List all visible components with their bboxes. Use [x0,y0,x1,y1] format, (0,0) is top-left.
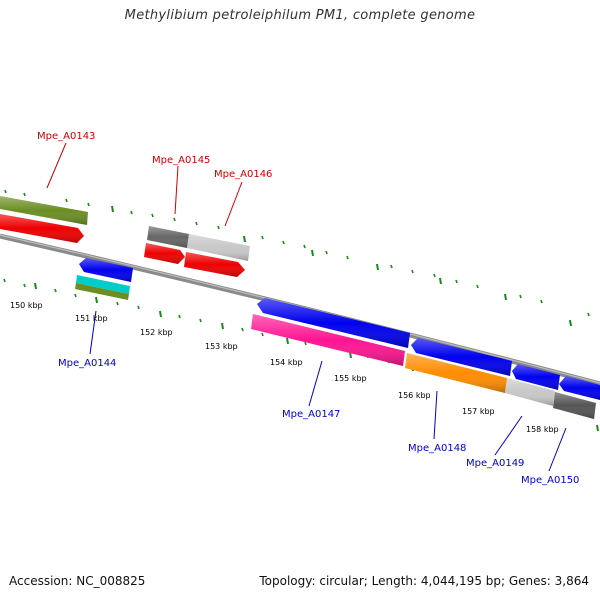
forward-features [0,196,250,277]
gene-feature[interactable] [76,275,130,294]
kbp-label: 156 kbp [398,391,431,400]
kbp-label: 153 kbp [205,342,238,351]
kbp-label: 151 kbp [75,314,108,323]
gene-labels: Mpe_A0143 Mpe_A0145 Mpe_A0146 Mpe_A0144 … [37,131,579,486]
gene-label-mpe-a0150[interactable]: Mpe_A0150 [521,475,579,486]
kbp-label: 154 kbp [270,358,303,367]
gene-label-mpe-a0148[interactable]: Mpe_A0148 [408,443,466,454]
kbp-label: 155 kbp [334,374,367,383]
gene-label-mpe-a0145[interactable]: Mpe_A0145 [152,155,210,166]
kbp-label: 150 kbp [10,301,43,310]
outer-tick-track [4,189,590,327]
kbp-label: 152 kbp [140,328,173,337]
gene-label-mpe-a0149[interactable]: Mpe_A0149 [466,458,524,469]
map-title: Methylibium petroleiphilum PM1, complete… [124,8,476,23]
gene-label-mpe-a0143[interactable]: Mpe_A0143 [37,131,95,142]
gene-leaders [46,142,567,472]
accession-text: Accession: NC_008825 [9,574,146,588]
gene-label-mpe-a0147[interactable]: Mpe_A0147 [282,409,340,420]
gene-label-mpe-a0144[interactable]: Mpe_A0144 [58,358,116,369]
kbp-label: 158 kbp [526,425,559,434]
kbp-labels: 150 kbp 151 kbp 152 kbp 153 kbp 154 kbp … [10,301,559,434]
gene-label-mpe-a0146[interactable]: Mpe_A0146 [214,169,272,180]
gene-feature[interactable] [75,283,129,300]
topology-text: Topology: circular; Length: 4,044,195 bp… [259,574,589,588]
kbp-label: 157 kbp [462,407,495,416]
reverse-features [75,258,600,419]
